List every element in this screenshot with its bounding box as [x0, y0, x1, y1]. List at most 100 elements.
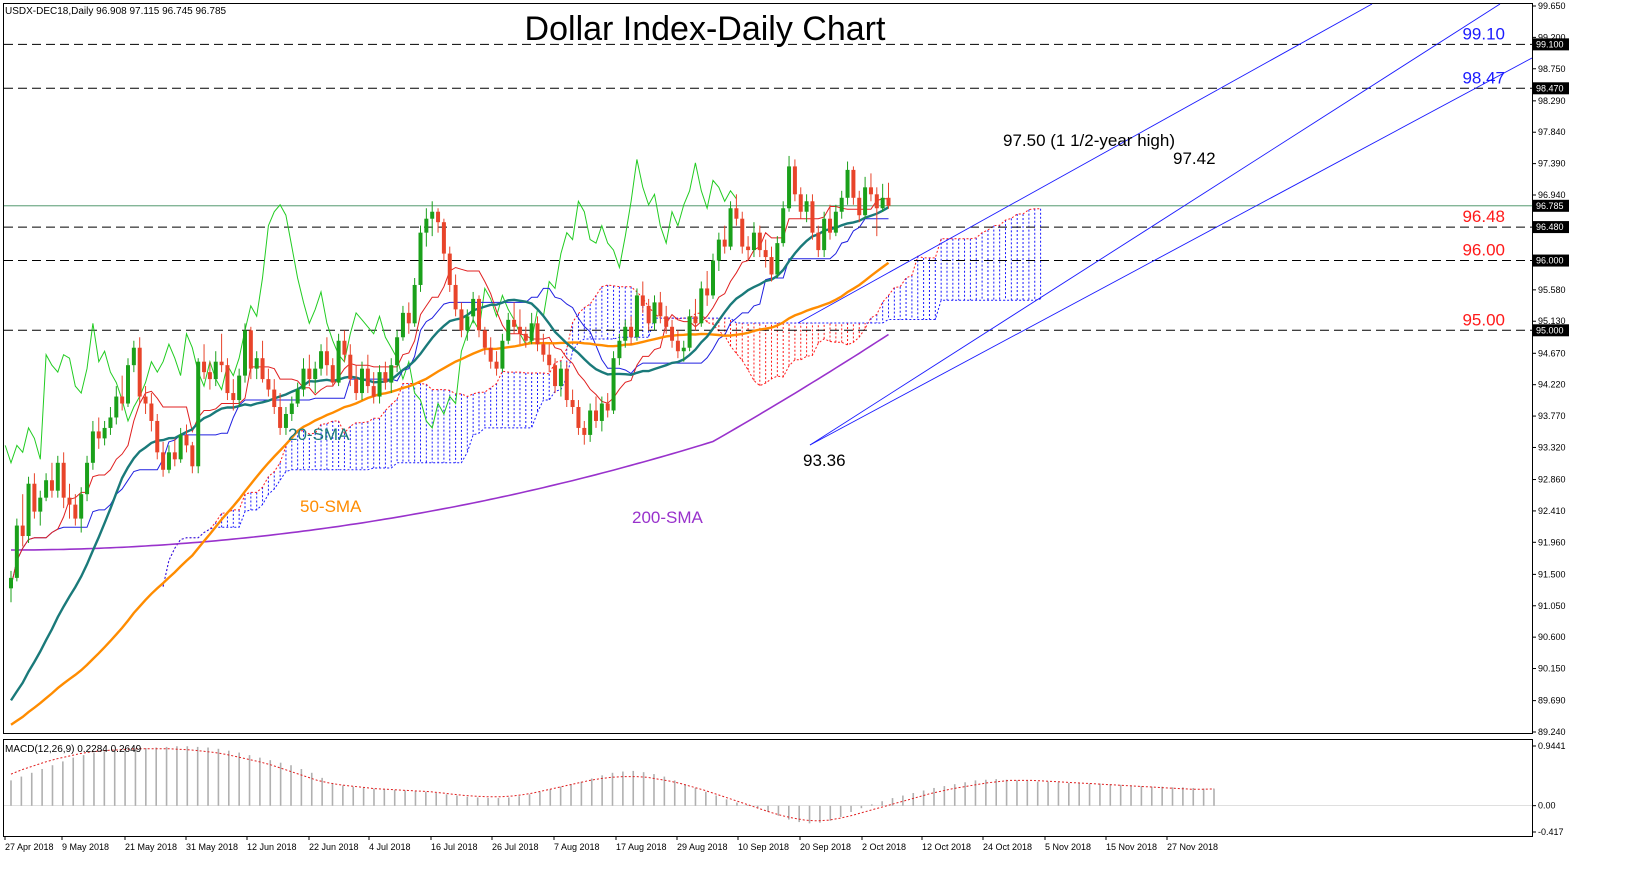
candle-body	[424, 218, 429, 233]
candle	[447, 246, 452, 292]
price-tick-label: 97.390	[1538, 159, 1566, 169]
candle	[558, 361, 563, 397]
candle	[751, 222, 756, 258]
candle-body	[605, 403, 610, 411]
price-tick-label: 98.290	[1538, 96, 1566, 106]
candle-body	[196, 361, 201, 467]
candle-body	[120, 396, 125, 404]
candle-body	[114, 396, 119, 418]
candle	[49, 462, 54, 498]
candle	[225, 358, 230, 401]
candle	[863, 176, 868, 219]
candle	[594, 396, 598, 428]
candle-body	[383, 372, 388, 383]
candle	[529, 312, 534, 345]
candle-body	[400, 312, 405, 338]
candle-body	[131, 347, 136, 366]
sma-50-line	[10, 261, 890, 726]
macd-plot	[4, 746, 1532, 824]
candle	[389, 358, 394, 394]
price-tick-label: 92.410	[1538, 506, 1566, 516]
candle-body	[845, 169, 850, 198]
candle	[517, 309, 522, 345]
candle	[634, 288, 639, 341]
candle	[184, 424, 189, 453]
candle	[14, 518, 19, 582]
candle-body	[49, 480, 54, 491]
candle-body	[412, 284, 417, 324]
candle-body	[751, 232, 756, 251]
candle	[348, 344, 353, 387]
candle	[664, 305, 669, 334]
candle-body	[202, 361, 207, 373]
candle	[418, 225, 423, 292]
candle-body	[102, 427, 107, 439]
candle	[143, 386, 148, 414]
candle	[693, 298, 698, 331]
price-tag-label: 96.000	[1536, 256, 1564, 266]
candle-body	[360, 368, 364, 394]
candle	[213, 351, 218, 387]
candle	[646, 298, 651, 331]
candle	[512, 302, 517, 334]
price-tag	[1533, 254, 1569, 267]
candle	[570, 389, 575, 414]
time-tick-label: 15 Nov 2018	[1106, 842, 1157, 852]
candle-body	[348, 354, 353, 380]
candle	[851, 166, 856, 205]
candle	[839, 190, 844, 219]
price-panel-frame	[3, 3, 1533, 734]
candle	[96, 417, 101, 449]
candle-body	[711, 260, 715, 296]
price-annotation: 97.42	[1173, 149, 1216, 168]
candle	[477, 295, 481, 338]
candle-body	[295, 389, 300, 404]
candle-body	[38, 497, 43, 512]
candle-body	[763, 250, 768, 258]
candle	[798, 187, 803, 219]
candle	[313, 361, 318, 394]
time-tick-label: 10 Sep 2018	[738, 842, 789, 852]
candle-body	[406, 312, 411, 324]
time-tick-label: 4 Jul 2018	[369, 842, 411, 852]
candle-body	[61, 462, 66, 498]
candle-body	[798, 194, 803, 212]
candle	[395, 330, 400, 373]
price-tick-label: 99.650	[1538, 1, 1566, 11]
candle-body	[617, 340, 622, 359]
candle-body	[9, 577, 13, 589]
candle	[436, 208, 441, 233]
candle	[868, 173, 873, 202]
candle	[833, 204, 838, 237]
level-label: 95.00	[1462, 310, 1505, 329]
candle-body	[301, 368, 306, 390]
candle-body	[547, 354, 552, 366]
candle-body	[512, 319, 517, 327]
candle-body	[494, 361, 499, 369]
candle-body	[874, 194, 879, 209]
time-tick-label: 7 Aug 2018	[554, 842, 600, 852]
candle	[705, 271, 710, 306]
candle	[155, 413, 160, 460]
candle-body	[535, 323, 540, 345]
candle-body	[652, 302, 657, 324]
candle	[32, 473, 37, 519]
price-tag	[1533, 199, 1569, 212]
candle	[845, 161, 850, 205]
candle-body	[658, 302, 663, 317]
candle	[623, 319, 628, 348]
candle-body	[640, 295, 645, 306]
candle-body	[26, 483, 31, 537]
candle-body	[471, 298, 476, 317]
candle-body	[90, 431, 95, 463]
candle-body	[319, 351, 324, 369]
price-tick-label: 97.840	[1538, 127, 1566, 137]
candle	[295, 382, 300, 408]
candle-body	[278, 407, 283, 428]
candle	[406, 302, 411, 334]
candle-body	[330, 365, 335, 383]
macd-header: MACD(12,26,9) 0.2284 0.2649	[5, 744, 142, 755]
candle-body	[272, 389, 277, 408]
candle-body	[289, 403, 294, 414]
series-label: 50-SMA	[300, 497, 362, 516]
